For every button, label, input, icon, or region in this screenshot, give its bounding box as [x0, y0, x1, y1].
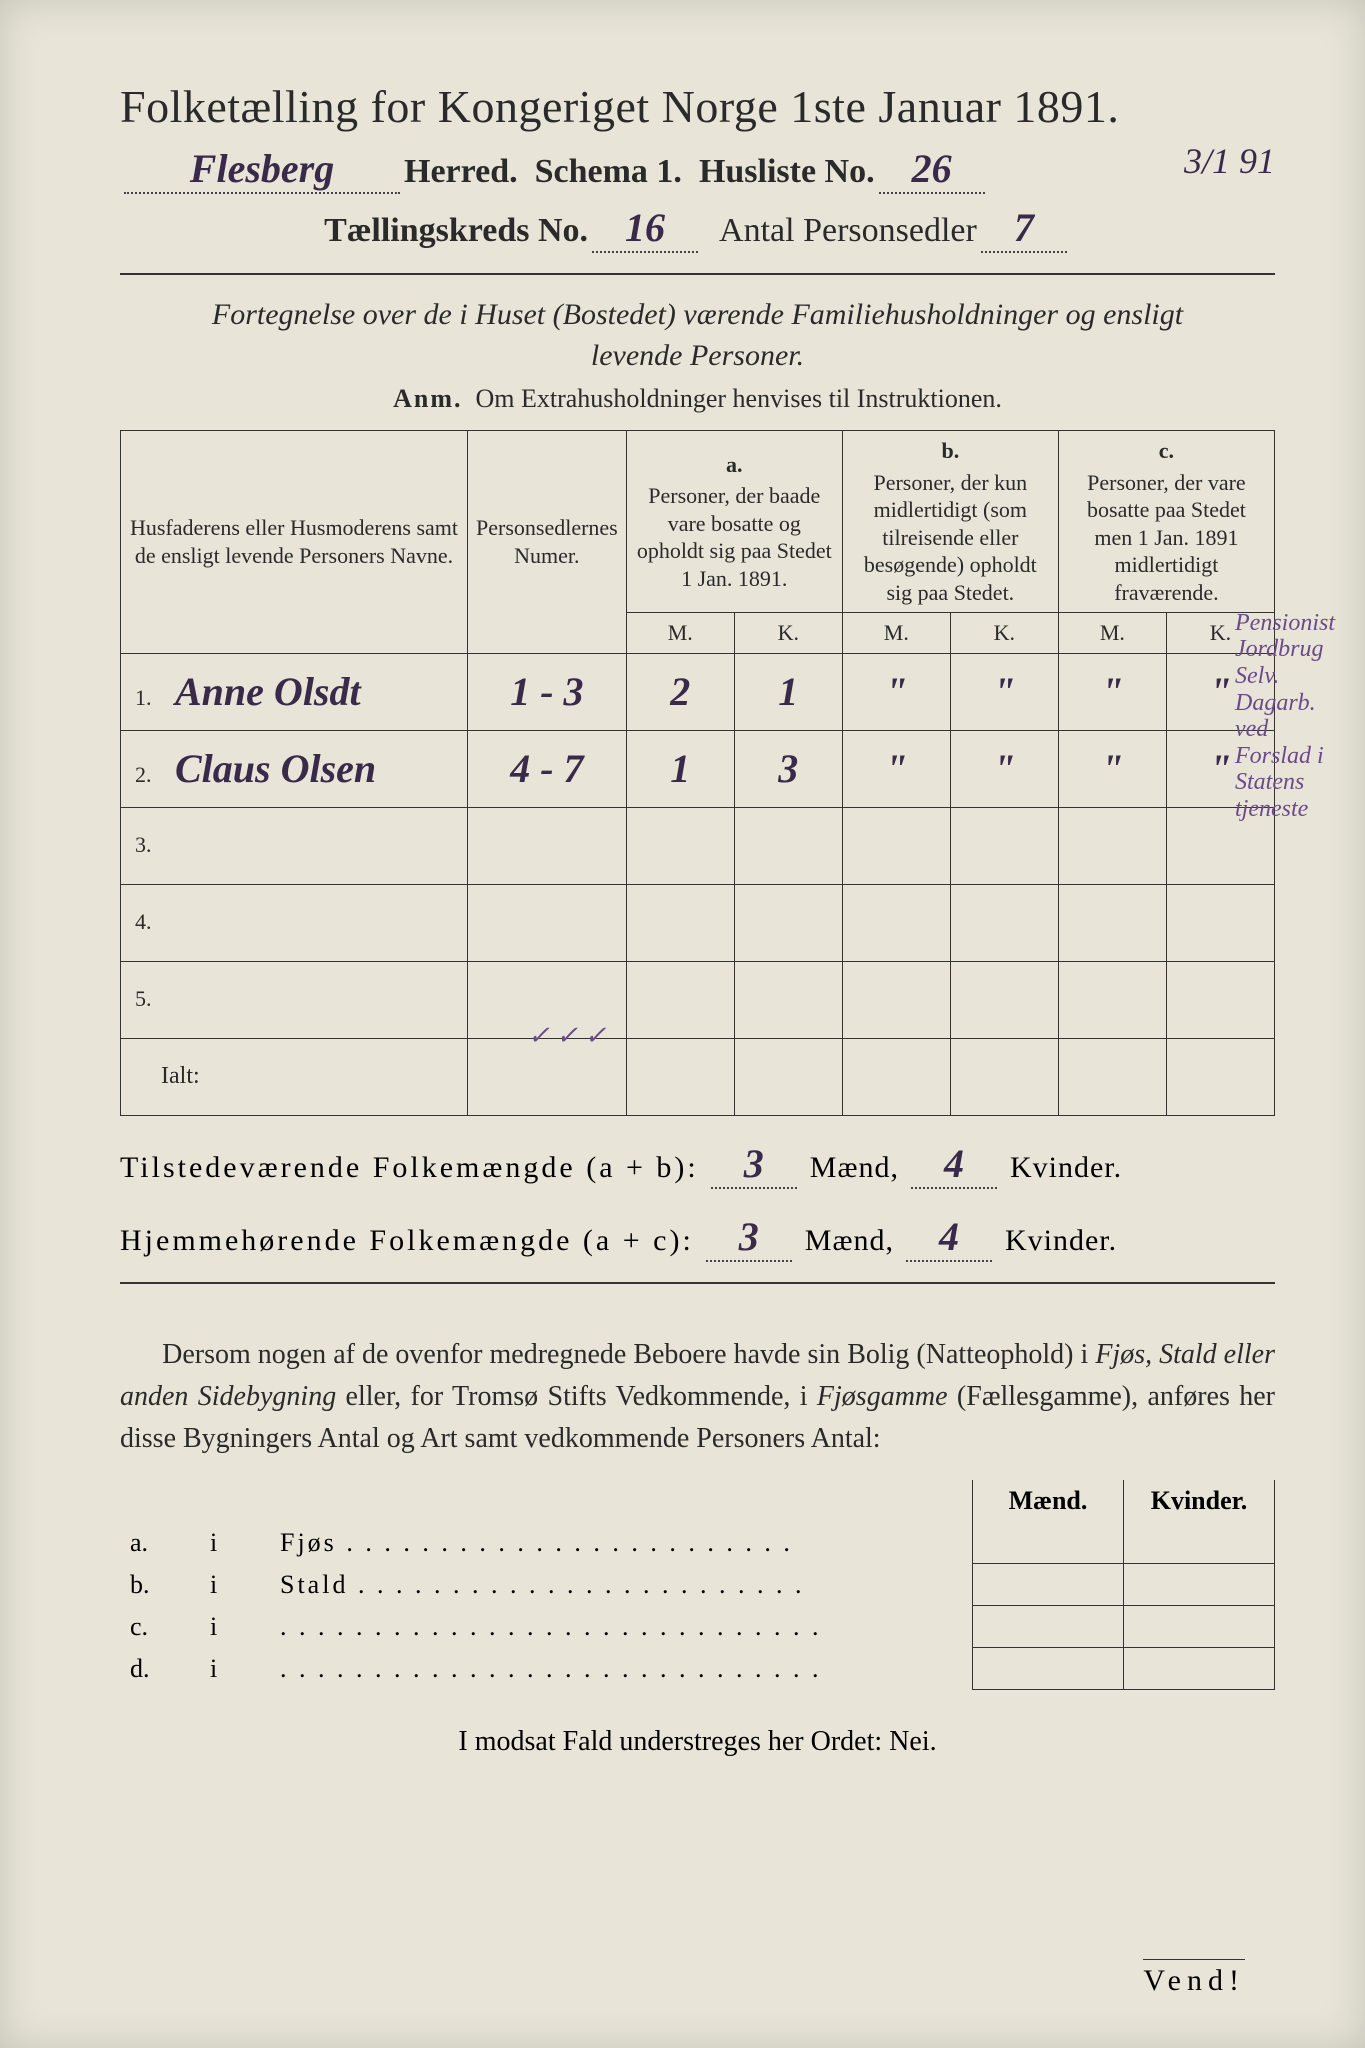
th-b-m: M. — [842, 613, 950, 654]
th-b-k: K. — [950, 613, 1058, 654]
handwritten-date: 3/1 91 — [1184, 140, 1275, 182]
personsedler-label: Antal Personsedler — [719, 212, 977, 250]
mk-maend: Mænd. — [973, 1480, 1124, 1522]
checkmarks: ✓ ✓ ✓ — [528, 1021, 606, 1051]
kreds-no: 16 — [592, 204, 698, 253]
th-name: Husfaderens eller Husmoderens samt de en… — [121, 431, 468, 654]
mk-row: d. i . . . . . . . . . . . . . . . . . .… — [120, 1648, 1275, 1690]
husliste-label: Husliste No. — [699, 153, 875, 191]
anm-label: Anm. — [393, 384, 462, 413]
table-row: 3. — [121, 807, 1275, 884]
divider — [120, 273, 1275, 275]
schema-label: Schema 1. — [535, 153, 682, 191]
mk-row: c. i . . . . . . . . . . . . . . . . . .… — [120, 1606, 1275, 1648]
husliste-no: 26 — [879, 145, 985, 194]
totals-line-2: Hjemmehørende Folkemængde (a + c): 3 Mæn… — [120, 1213, 1275, 1262]
explanatory-paragraph: Dersom nogen af de ovenfor medregnede Be… — [120, 1334, 1275, 1460]
totals-line-1: Tilstedeværende Folkemængde (a + b): 3 M… — [120, 1140, 1275, 1189]
page-title: Folketælling for Kongeriget Norge 1ste J… — [120, 80, 1275, 133]
nei-line: I modsat Fald understreges her Ordet: Ne… — [120, 1726, 1275, 1758]
th-a-k: K. — [734, 613, 842, 654]
herred-value: Flesberg — [124, 145, 400, 194]
building-table: Mænd. Kvinder. a. i Fjøs . . . . . . . .… — [120, 1480, 1275, 1691]
mk-kvinder: Kvinder. — [1124, 1480, 1275, 1522]
personsedler-count: 7 — [981, 204, 1067, 253]
kreds-label: Tællingskreds No. — [324, 212, 588, 250]
census-form-page: Folketælling for Kongeriget Norge 1ste J… — [0, 0, 1365, 2048]
divider — [120, 1282, 1275, 1284]
th-a: a. Personer, der baade vare bosatte og o… — [626, 431, 842, 613]
ialt-row: Ialt: ✓ ✓ ✓ — [121, 1038, 1275, 1115]
kreds-line: Tællingskreds No. 16 Antal Personsedler … — [120, 204, 1275, 253]
margin-note-2: Dagarb. ved Forslad i Statens tjeneste — [1235, 690, 1345, 822]
table-row: 5. — [121, 961, 1275, 1038]
mk-row: b. i Stald . . . . . . . . . . . . . . .… — [120, 1564, 1275, 1606]
th-b: b. Personer, der kun midlertidigt (som t… — [842, 431, 1058, 613]
table-row: 2. Claus Olsen 4 - 7 1 3 " " " " — [121, 730, 1275, 807]
table-body: 1. Anne Olsdt 1 - 3 2 1 " " " " 2. Claus… — [121, 653, 1275, 1115]
anm-line: Anm. Om Extrahusholdninger henvises til … — [120, 384, 1275, 414]
subtitle-line1: Fortegnelse over de i Huset (Bostedet) v… — [212, 298, 1183, 331]
mk-row: a. i Fjøs . . . . . . . . . . . . . . . … — [120, 1522, 1275, 1564]
subtitle-line2: levende Personer. — [591, 339, 804, 372]
household-table: Husfaderens eller Husmoderens samt de en… — [120, 430, 1275, 1116]
margin-note-1: Pensionist Jordbrug Selv. — [1235, 610, 1345, 689]
th-a-m: M. — [626, 613, 734, 654]
table-row: 1. Anne Olsdt 1 - 3 2 1 " " " " — [121, 653, 1275, 730]
th-c-m: M. — [1058, 613, 1166, 654]
herred-line: Flesberg Herred. Schema 1. Husliste No. … — [120, 145, 1275, 194]
th-numer: Personsedlernes Numer. — [468, 431, 627, 654]
herred-label: Herred. — [404, 153, 518, 191]
vend-label: Vend! — [1143, 1959, 1245, 1998]
anm-text: Om Extrahusholdninger henvises til Instr… — [475, 384, 1001, 413]
th-c: c. Personer, der vare bosatte paa Stedet… — [1058, 431, 1274, 613]
table-row: 4. — [121, 884, 1275, 961]
subtitle: Fortegnelse over de i Huset (Bostedet) v… — [120, 295, 1275, 376]
